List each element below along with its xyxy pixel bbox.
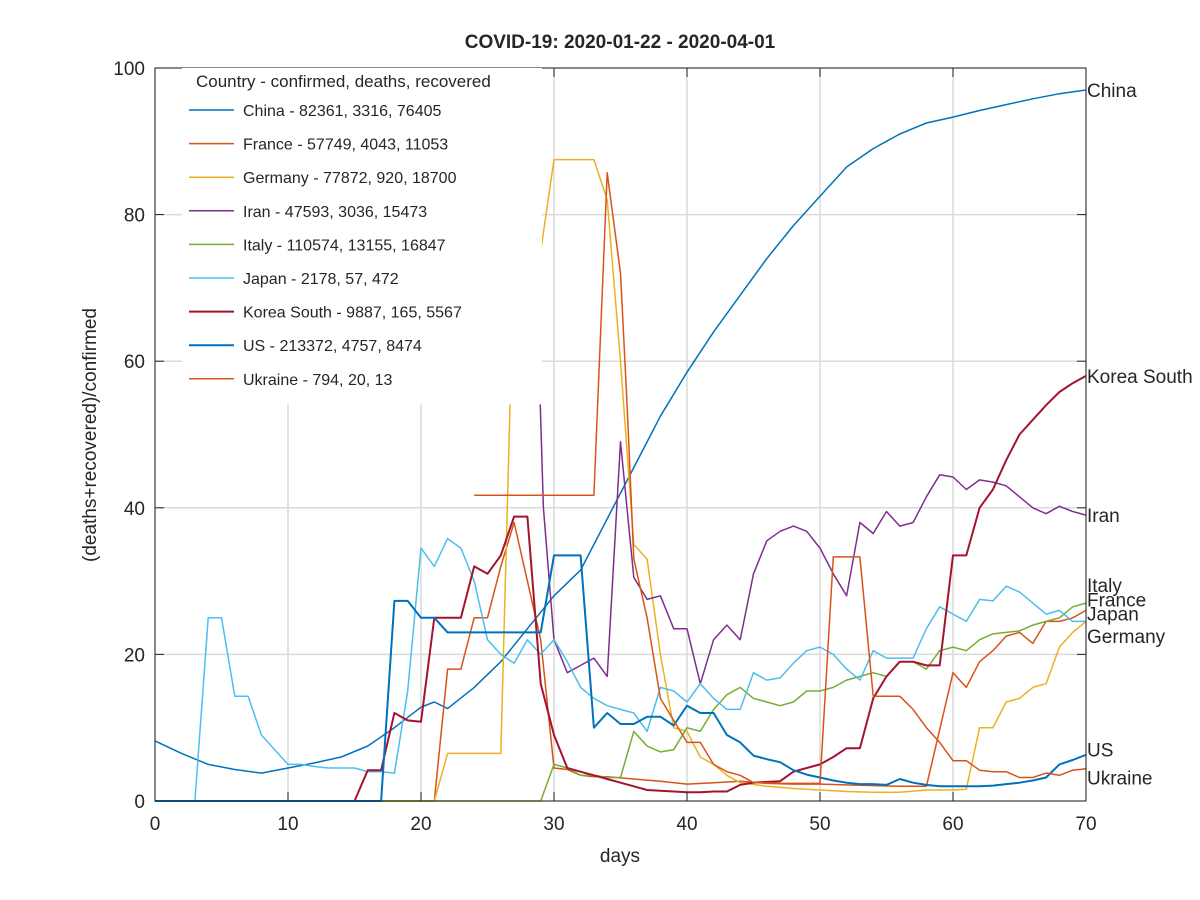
y-tick-label: 80 <box>124 206 145 227</box>
end-label: Italy <box>1087 576 1122 597</box>
x-tick-label: 30 <box>543 814 564 835</box>
series-line-germany <box>155 158 1087 802</box>
plot-frame <box>154 67 1087 802</box>
legend-entry: US - 213372, 4757, 8474 <box>243 338 422 355</box>
x-tick-label: 60 <box>942 814 963 835</box>
end-label: China <box>1087 81 1137 102</box>
y-tick-label: 20 <box>124 645 145 666</box>
end-labels: China France Germany Iran Italy Japan Korea So… <box>1087 81 1193 790</box>
legend-entry: Iran - 47593, 3036, 15473 <box>243 204 427 221</box>
y-tick-label: 60 <box>124 352 145 373</box>
end-label: Japan <box>1087 604 1139 625</box>
series-line-china <box>154 89 1087 774</box>
y-tick-label: 100 <box>113 59 145 80</box>
legend-entry: Korea South - 9887, 165, 5567 <box>243 305 462 322</box>
series-lines <box>154 67 1087 802</box>
x-tick-label: 0 <box>150 814 161 835</box>
axis-ticks: 0 10 20 30 40 50 60 70 0 20 40 60 80 100 <box>113 59 1096 835</box>
legend-entry: China - 82361, 3316, 76405 <box>243 103 441 120</box>
end-label: US <box>1087 741 1113 762</box>
legend-entry: Ukraine - 794, 20, 13 <box>243 372 393 389</box>
legend-entry: Germany - 77872, 920, 18700 <box>243 170 457 187</box>
series-line-ukraine <box>474 172 1087 785</box>
y-tick-label: 0 <box>134 792 145 813</box>
series-line-italy <box>155 602 1087 802</box>
legend-title: Country - confirmed, deaths, recovered <box>196 72 491 91</box>
series-line-us <box>155 554 1087 802</box>
chart-title: COVID-19: 2020-01-22 - 2020-04-01 <box>465 32 776 53</box>
end-label: Germany <box>1087 627 1166 648</box>
series-line-japan <box>155 537 1086 802</box>
x-tick-label: 40 <box>676 814 697 835</box>
end-label: Ukraine <box>1087 769 1152 790</box>
end-label: Iran <box>1087 506 1120 527</box>
legend-entry: Japan - 2178, 57, 472 <box>243 271 399 288</box>
x-tick-label: 50 <box>809 814 830 835</box>
y-tick-label: 40 <box>124 499 145 520</box>
x-tick-label: 70 <box>1075 814 1096 835</box>
legend: Country - confirmed, deaths, recovered Ch… <box>182 68 542 405</box>
legend-box <box>182 68 542 405</box>
y-axis-label: (deaths+recovered)/confirmed <box>80 308 101 562</box>
series-line-korea-south <box>155 375 1087 802</box>
end-label: Korea South <box>1087 367 1193 388</box>
series-line-france <box>155 521 1087 802</box>
legend-entry: Italy - 110574, 13155, 16847 <box>243 237 446 254</box>
x-tick-label: 10 <box>277 814 298 835</box>
series-line-iran <box>526 67 1087 685</box>
end-label: France <box>1087 590 1146 611</box>
legend-entry: France - 57749, 4043, 11053 <box>243 137 448 154</box>
x-axis-label: days <box>600 846 640 867</box>
x-tick-label: 20 <box>410 814 431 835</box>
